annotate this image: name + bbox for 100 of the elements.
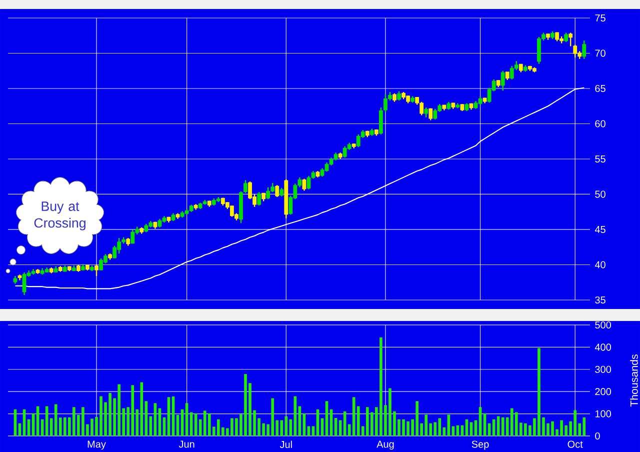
bar — [307, 426, 310, 436]
candlestick — [18, 274, 22, 281]
candlestick — [428, 108, 433, 121]
candlestick — [582, 40, 586, 60]
x-tick-label: Jul — [280, 440, 292, 448]
bar — [447, 414, 450, 436]
candlestick — [76, 264, 80, 272]
candlestick — [496, 79, 500, 88]
candlestick — [244, 180, 248, 194]
candlestick — [13, 275, 18, 284]
bar — [294, 396, 297, 436]
candlestick — [456, 102, 460, 109]
candlestick — [194, 204, 198, 210]
candlestick — [338, 152, 342, 160]
candlestick — [573, 44, 578, 58]
candlestick — [153, 221, 158, 230]
bar — [149, 416, 152, 436]
candlestick — [568, 32, 573, 47]
bar — [312, 426, 315, 436]
y-tick-label: 0 — [595, 432, 600, 440]
bar — [185, 403, 188, 436]
y-axis-title: Thousands — [630, 354, 638, 407]
candlestick — [410, 96, 415, 104]
y-tick-label: 400 — [594, 344, 611, 351]
candlestick — [166, 216, 171, 224]
bar — [298, 406, 302, 436]
bar — [470, 422, 473, 436]
candlestick — [266, 186, 270, 200]
candlestick — [62, 264, 67, 272]
candlestick — [257, 192, 261, 206]
bar — [36, 406, 40, 436]
bar — [158, 408, 162, 436]
candlestick — [397, 90, 401, 102]
bar — [452, 426, 455, 436]
candlestick — [433, 108, 438, 120]
candlestick — [176, 212, 180, 220]
y-tick-label: 50 — [595, 190, 606, 198]
y-tick-label: 300 — [595, 366, 611, 373]
y-tick-label: 55 — [595, 156, 606, 162]
candlestick — [505, 70, 510, 81]
bar — [496, 416, 500, 436]
bar — [45, 406, 48, 436]
candlestick — [316, 170, 320, 178]
candlestick — [162, 215, 166, 224]
candlestick — [90, 264, 94, 272]
y-tick-label: 60 — [595, 120, 606, 128]
bar — [478, 407, 482, 436]
x-tick-label: Oct — [568, 440, 583, 448]
candlestick — [44, 266, 49, 274]
bar — [348, 424, 351, 436]
y-tick-label: 40 — [594, 261, 606, 268]
candlestick — [546, 32, 550, 40]
candlestick — [202, 199, 207, 206]
candlestick — [500, 70, 505, 92]
candlestick — [550, 30, 554, 40]
candlestick — [54, 266, 58, 274]
candlestick — [523, 64, 528, 72]
y-tick-label: 45 — [594, 226, 606, 233]
candlestick — [67, 266, 72, 272]
candlestick — [94, 264, 98, 277]
candlestick — [262, 192, 266, 202]
x-tick-label: Aug — [376, 440, 394, 450]
candlestick — [216, 196, 220, 203]
x-tick-label: May — [88, 440, 106, 450]
candlestick — [446, 101, 451, 110]
candlestick — [86, 264, 90, 271]
candlestick — [478, 96, 482, 106]
bar — [190, 412, 193, 436]
bar — [144, 401, 148, 436]
candlestick — [370, 128, 374, 136]
candlestick — [126, 237, 130, 246]
candlestick — [108, 252, 112, 260]
bar — [325, 401, 328, 436]
y-tick-label: 500 — [595, 321, 611, 329]
candlestick — [189, 204, 194, 212]
bar — [320, 418, 324, 436]
y-tick-label: 70 — [595, 50, 606, 57]
candlestick — [365, 130, 370, 138]
candlestick — [482, 97, 487, 104]
candlestick — [284, 178, 288, 219]
candlestick — [58, 266, 62, 272]
bar — [338, 420, 342, 436]
y-tick-label: 75 — [595, 14, 606, 22]
x-tick-label: Jun — [178, 440, 194, 448]
candlestick — [239, 190, 243, 224]
candlestick — [140, 226, 144, 234]
candlestick — [144, 223, 148, 233]
x-tick-label: Sep — [472, 440, 489, 450]
candlestick — [451, 102, 456, 110]
candlestick — [302, 178, 306, 192]
candlestick — [352, 142, 356, 150]
candlestick — [49, 266, 54, 274]
y-tick-label: 35 — [595, 296, 606, 304]
y-tick-label: 200 — [595, 388, 611, 396]
candlestick — [275, 184, 280, 198]
candlestick — [392, 92, 396, 102]
bar — [154, 403, 157, 436]
candlestick — [378, 106, 383, 135]
candlestick — [81, 263, 85, 271]
candlestick — [442, 104, 446, 111]
